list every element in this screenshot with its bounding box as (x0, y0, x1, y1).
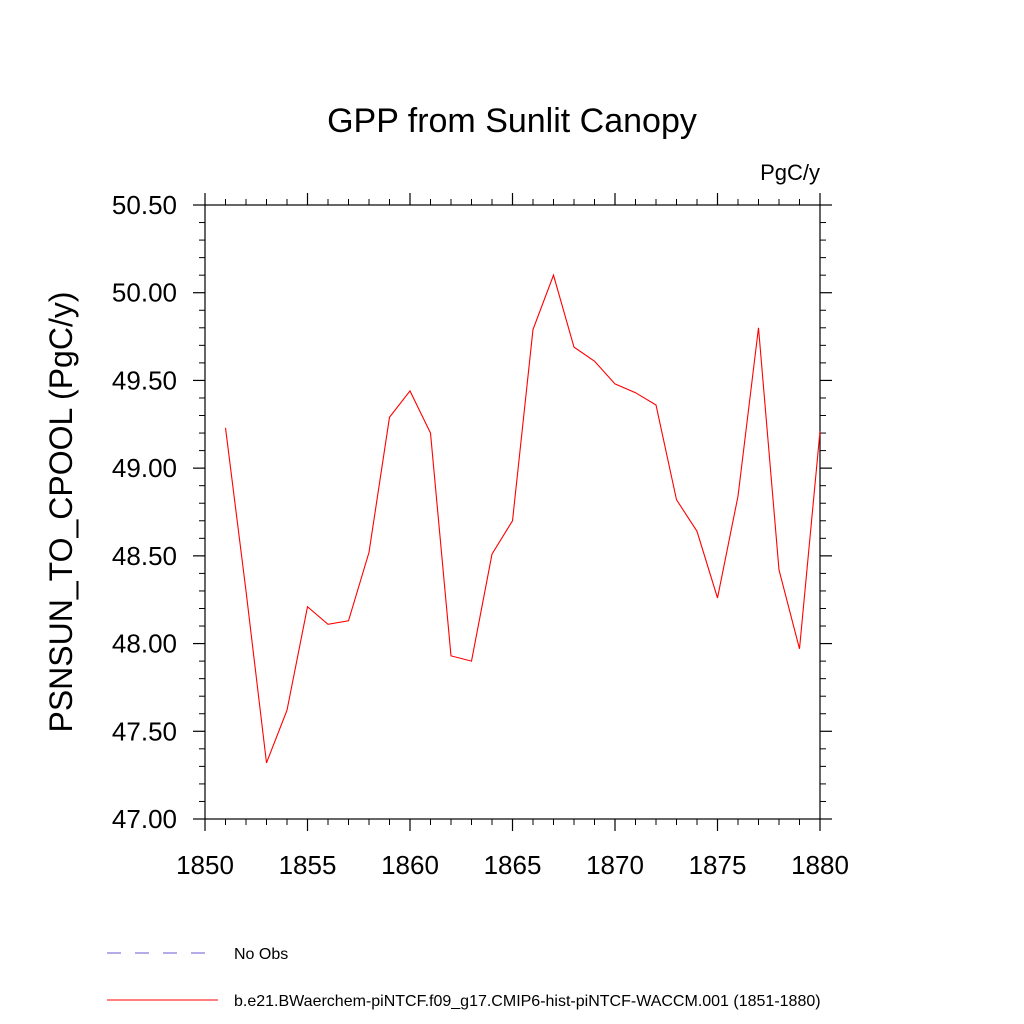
series-group (224, 273, 821, 764)
y-tick-label: 47.00 (112, 804, 177, 834)
axes (204, 204, 821, 820)
units-label: PgC/y (760, 160, 820, 185)
plot-frame (204, 204, 821, 820)
legend-label-no-obs: No Obs (234, 946, 288, 963)
y-tick-label: 48.50 (112, 541, 177, 571)
x-tick-label: 1860 (381, 850, 439, 880)
y-tick-label: 50.50 (112, 190, 177, 220)
y-tick-label: 50.00 (112, 278, 177, 308)
series-line (224, 273, 821, 764)
chart-title: GPP from Sunlit Canopy (327, 102, 697, 140)
legend-item-no-obs: No Obs (107, 946, 288, 963)
x-tick-label: 1870 (586, 850, 644, 880)
legend-item-model: b.e21.BWaerchem-piNTCF.f09_g17.CMIP6-his… (107, 993, 821, 1010)
y-tick-label: 49.00 (112, 453, 177, 483)
x-axis: 1850 1855 1860 1865 1870 1875 1880 (176, 193, 849, 880)
x-tick-label: 1865 (484, 850, 542, 880)
x-tick-label: 1855 (279, 850, 337, 880)
x-tick-label: 1875 (689, 850, 747, 880)
y-axis: 47.00 47.50 48.00 48.50 49.00 49.50 50.00 50.50 (112, 190, 832, 834)
x-tick-label: 1880 (791, 850, 849, 880)
y-tick-label: 49.50 (112, 365, 177, 395)
legend-label-model: b.e21.BWaerchem-piNTCF.f09_g17.CMIP6-his… (234, 993, 821, 1010)
y-axis-label: PSNSUN_TO_CPOOL (PgC/y) (43, 292, 79, 733)
y-tick-label: 48.00 (112, 629, 177, 659)
y-tick-label: 47.50 (112, 716, 177, 746)
x-tick-label: 1850 (176, 850, 234, 880)
legend: No Obs b.e21.BWaerchem-piNTCF.f09_g17.CM… (107, 946, 821, 1010)
